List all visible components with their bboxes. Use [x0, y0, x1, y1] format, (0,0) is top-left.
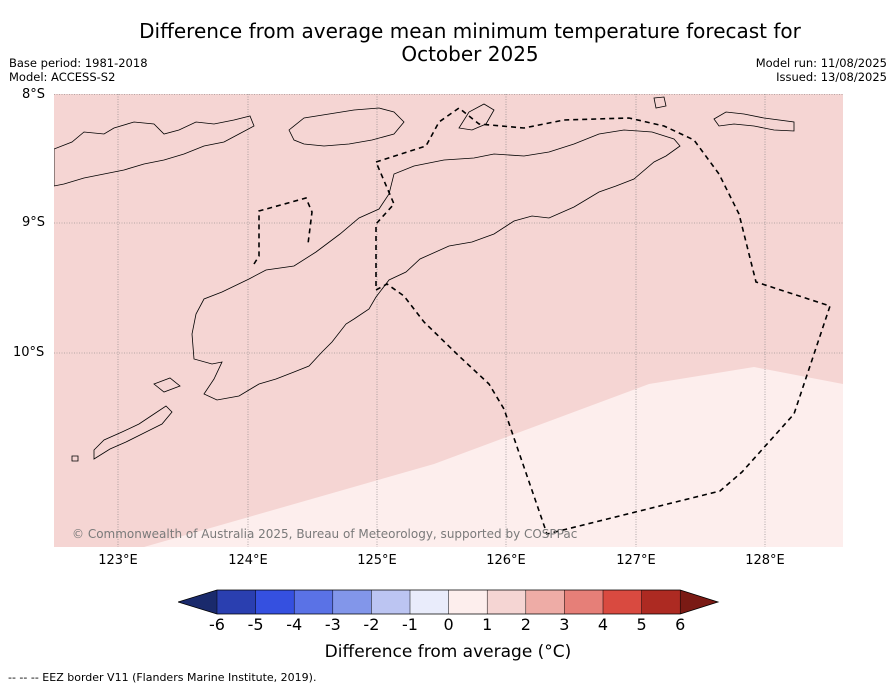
issued-date: Issued: 13/08/2025 [776, 70, 887, 84]
rote-coastline [93, 405, 173, 460]
colorbar-title: Difference from average (°C) [324, 642, 572, 662]
colorbar-tick-label: -4 [286, 615, 303, 634]
lon-label-127e: 127°E [616, 553, 656, 568]
title-line-2: October 2025 [401, 42, 539, 66]
base-period: Base period: 1981-2018 [9, 56, 148, 70]
anomaly-0-to-1-fill [144, 367, 843, 547]
colorbar-extend-high [680, 590, 718, 614]
timor-coastline [191, 129, 681, 401]
north-islet-coastline [653, 96, 667, 109]
colorbar-tick-label: -5 [247, 615, 264, 634]
colorbar-bin [641, 590, 681, 614]
map-panel: © Commonwealth of Australia 2025, Bureau… [54, 94, 843, 547]
colorbar-extend-low [178, 590, 217, 614]
eez-border-east [375, 107, 832, 535]
colorbar-bin [603, 590, 643, 614]
colorbar-tick-label: 6 [675, 615, 686, 634]
colorbar-bin [255, 590, 295, 614]
colorbar-tick-label: -6 [209, 615, 225, 634]
colorbar-bin [410, 590, 450, 614]
map-title: Difference from average mean minimum tem… [100, 20, 840, 66]
eez-footnote: -- -- -- EEZ border V11 (Flanders Marine… [8, 671, 317, 684]
colorbar-bin [487, 590, 527, 614]
colorbar-tick-label: 3 [559, 615, 570, 634]
lon-label-126e: 126°E [486, 553, 526, 568]
lon-label-123e: 123°E [98, 553, 138, 568]
colorbar-tick-label: 0 [443, 615, 454, 634]
colorbar-tick-label: -3 [324, 615, 341, 634]
copyright-text: © Commonwealth of Australia 2025, Bureau… [72, 527, 577, 541]
colorbar-tick-label: 4 [597, 615, 609, 634]
colorbar-bin [564, 590, 604, 614]
lat-label-10s: 10°S [13, 345, 45, 360]
small-islet-coastline [71, 455, 79, 462]
alor-islands-coastline [54, 115, 255, 187]
north-east-islands-coastline [713, 111, 795, 132]
colorbar [178, 589, 720, 615]
atauro-coastline [458, 103, 495, 131]
colorbar-bin [371, 590, 411, 614]
colorbar-bin [217, 590, 257, 614]
wetar-coastline [288, 107, 405, 147]
graticule [54, 94, 843, 547]
colorbar-tick-label: -1 [402, 615, 418, 634]
colorbar-tick-label: -2 [363, 615, 380, 634]
savu-coastline [153, 377, 181, 393]
lat-label-9s: 9°S [22, 215, 46, 230]
lon-label-128e: 128°E [745, 553, 785, 568]
meta-left: Base period: 1981-2018 Model: ACCESS-S2 [9, 56, 148, 84]
colorbar-tick-label: 2 [520, 615, 531, 634]
colorbar-tick-label: 1 [482, 615, 493, 634]
title-line-1: Difference from average mean minimum tem… [139, 19, 801, 43]
model-name: Model: ACCESS-S2 [9, 70, 116, 84]
lon-label-124e: 124°E [228, 553, 268, 568]
lon-label-125e: 125°E [357, 553, 397, 568]
colorbar-bin [332, 590, 372, 614]
meta-right: Model run: 11/08/2025 Issued: 13/08/2025 [756, 56, 887, 84]
colorbar-bin [294, 590, 334, 614]
coastlines [54, 96, 795, 462]
model-run: Model run: 11/08/2025 [755, 56, 887, 70]
colorbar-tick-label: 5 [636, 615, 647, 634]
colorbar-bin [525, 590, 565, 614]
lat-label-8s: 8°S [22, 87, 46, 102]
colorbar-bin [448, 590, 488, 614]
